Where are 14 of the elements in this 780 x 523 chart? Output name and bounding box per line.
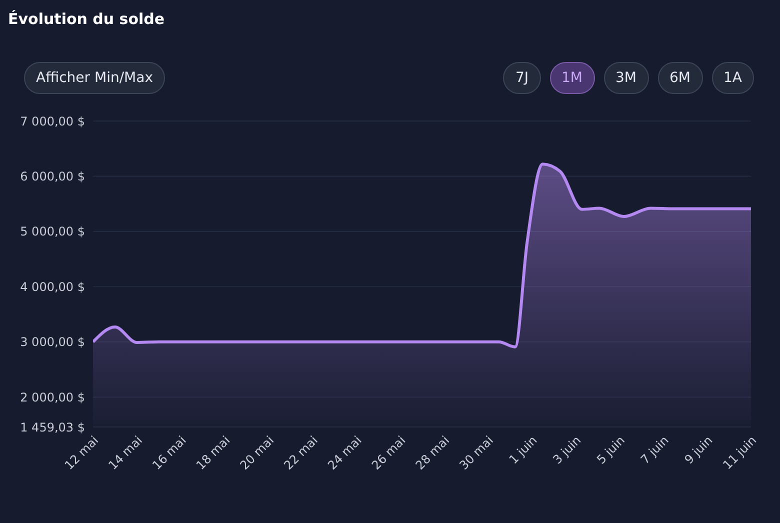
- text: 3M: [604, 62, 649, 94]
- text: 1M: [550, 62, 595, 94]
- y-tick-label: 5 000,00 $: [20, 224, 85, 239]
- y-tick-label: 1 459,03 $: [20, 420, 85, 434]
- text: 1A: [712, 62, 754, 94]
- text: Afficher Min/Max: [24, 62, 166, 94]
- text: 6M: [658, 62, 703, 94]
- chart-title: Évolution du solde: [8, 10, 165, 28]
- text: 7J: [503, 62, 541, 94]
- y-tick-label: 6 000,00 $: [20, 169, 85, 184]
- y-tick-label: 7 000,00 $: [20, 114, 85, 128]
- y-tick-label: 4 000,00 $: [20, 280, 85, 294]
- y-tick-label: 2 000,00 $: [20, 390, 85, 404]
- y-tick-label: 3 000,00 $: [20, 335, 85, 350]
